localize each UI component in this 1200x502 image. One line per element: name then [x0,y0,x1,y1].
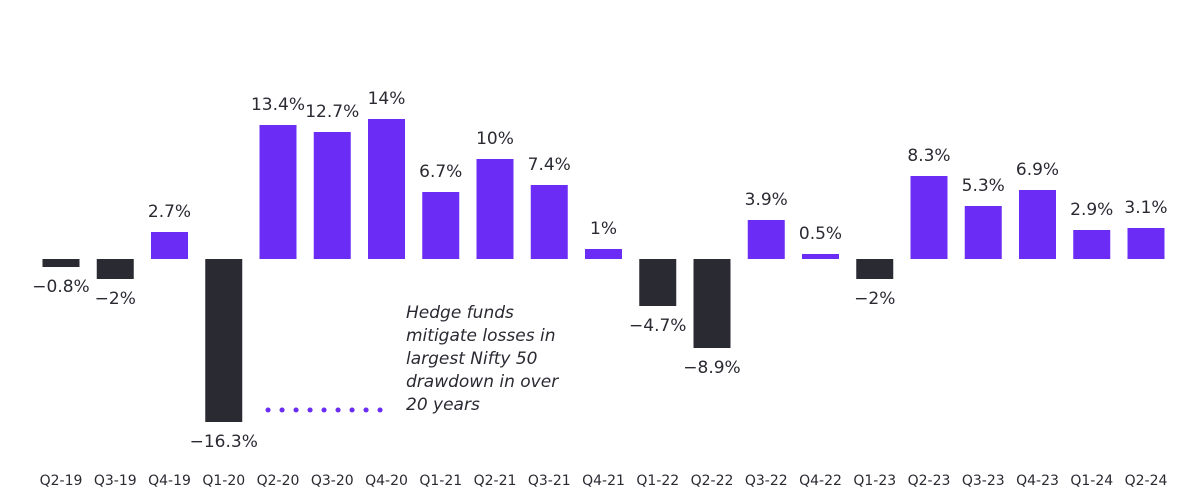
value-label: −16.3% [190,432,258,452]
annotation: drawdown in over [406,372,559,392]
x-tick-label: Q1-23 [853,473,896,489]
bar [585,249,622,259]
x-tick-label: Q3-19 [94,473,137,489]
annotation: largest Nifty 50 [406,349,538,369]
value-label: 3.9% [745,190,788,210]
value-label: 12.7% [305,102,359,122]
value-label: 6.9% [1016,160,1059,180]
x-tick-label: Q4-20 [365,473,408,489]
bar [530,185,568,259]
bar [1019,190,1056,259]
x-tick-label: Q1-20 [202,473,245,489]
annotation: mitigate losses in [406,326,555,346]
bar [1073,230,1111,259]
value-label: 14% [368,89,406,109]
x-tick-label: Q3-23 [962,473,1005,489]
value-label: 2.7% [148,202,191,222]
x-tick-label: Q1-22 [636,473,679,489]
value-label: −2% [95,289,136,309]
bar [1127,228,1165,259]
bar [802,254,839,259]
value-label: −0.8% [32,277,89,297]
value-label: 5.3% [962,176,1005,196]
bar [856,259,894,279]
x-tick-label: Q4-21 [582,473,625,489]
bar [96,259,134,279]
x-tick-label: Q2-20 [257,473,300,489]
bar [693,259,731,348]
value-label: 2.9% [1070,200,1113,220]
value-label: −4.7% [629,316,686,336]
x-tick-label: Q4-23 [1016,473,1059,489]
value-label: 6.7% [419,162,462,182]
value-label: 3.1% [1124,198,1167,218]
x-tick-label: Q1-21 [419,473,462,489]
bar [964,206,1002,259]
x-tick-label: Q1-24 [1070,473,1113,489]
annotation: 20 years [406,395,480,415]
x-tick-label: Q2-24 [1125,473,1168,489]
x-tick-label: Q4-19 [148,473,191,489]
value-label: −2% [854,289,895,309]
x-tick-label: Q3-22 [745,473,788,489]
x-tick-label: Q2-19 [40,473,83,489]
value-label: −8.9% [683,358,740,378]
bar [476,159,514,259]
x-tick-label: Q2-23 [908,473,951,489]
value-label: 13.4% [251,95,305,115]
value-label: 7.4% [528,155,571,175]
x-tick-label: Q4-22 [799,473,842,489]
value-label: 0.5% [799,224,842,244]
bar [151,232,188,259]
bar [639,259,677,306]
bar [368,119,405,259]
bar [747,220,785,259]
value-label: 8.3% [907,146,950,166]
bar [910,176,948,259]
bar [42,259,80,267]
bar [422,192,460,259]
value-label: 10% [476,129,514,149]
bar [313,132,351,259]
x-tick-label: Q3-21 [528,473,571,489]
bar [259,125,297,259]
annotation: Hedge funds [406,303,514,323]
x-tick-label: Q2-22 [691,473,734,489]
value-label: 1% [590,219,617,239]
bar [205,259,243,422]
x-tick-label: Q2-21 [474,473,517,489]
x-tick-label: Q3-20 [311,473,354,489]
